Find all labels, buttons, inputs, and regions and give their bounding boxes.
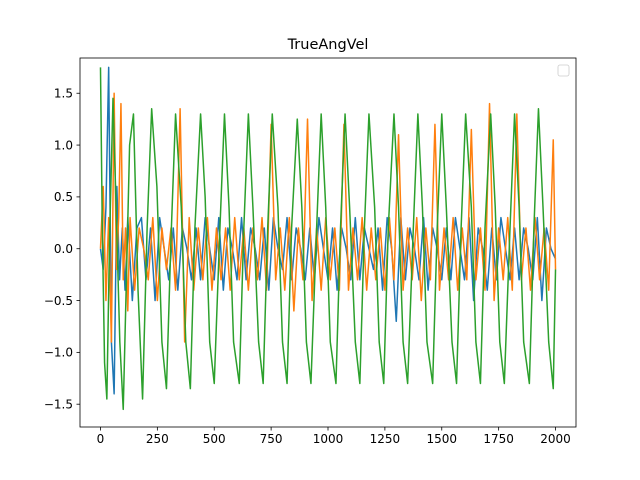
x-tick-label: 0	[97, 432, 105, 446]
series-layer	[99, 66, 557, 411]
y-tick-label: −1.5	[44, 397, 73, 411]
y-tick-label: −0.5	[44, 294, 73, 308]
series-line-1	[99, 66, 557, 395]
x-tick-label: 500	[203, 432, 226, 446]
chart-title: TrueAngVel	[287, 37, 369, 53]
x-tick-label: 250	[146, 432, 169, 446]
legend	[557, 64, 570, 77]
x-tick-label: 2000	[540, 432, 571, 446]
y-tick-label: 0.5	[54, 190, 73, 204]
axes-layer: 0 250 500 750 1000 1250 1500 1750 2000 −1.5 −1.0 −0…	[44, 57, 577, 446]
y-tick-label: 1.5	[54, 87, 73, 101]
y-tick-label: 0.0	[54, 242, 73, 256]
x-tick-label: 1500	[426, 432, 457, 446]
legend-box	[557, 64, 570, 77]
y-tick-label: −1.0	[44, 346, 73, 360]
y-tick-label: 1.0	[54, 138, 73, 152]
x-tick-label: 1750	[483, 432, 514, 446]
series-line-3	[99, 67, 557, 411]
x-tick-label: 1000	[313, 432, 344, 446]
x-tick-label: 750	[260, 432, 283, 446]
x-tick-label: 1250	[370, 432, 401, 446]
